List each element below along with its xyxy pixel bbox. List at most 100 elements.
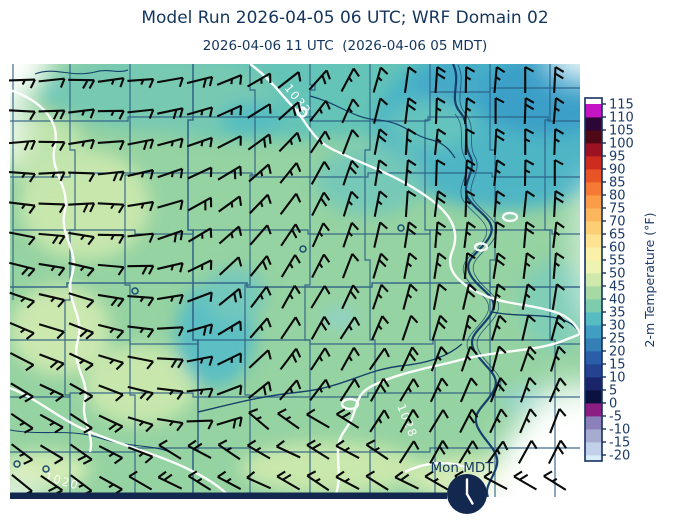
wind-barb: [38, 109, 66, 120]
wind-barb: [279, 162, 302, 184]
wind-barb: [306, 408, 330, 429]
day-timezone-label: Mon MDT: [430, 460, 494, 476]
wind-barb: [403, 66, 417, 94]
map-bottom-frame: [10, 492, 447, 499]
wind-barb: [187, 166, 213, 180]
wind-barb: [431, 314, 448, 341]
wind-barb: [400, 346, 419, 372]
wind-barb: [430, 346, 449, 372]
wind-barb: [462, 314, 477, 341]
clock-icon: [447, 474, 487, 514]
colorbar-tick-label: 100: [609, 137, 634, 152]
wind-barb: [369, 378, 390, 402]
wind-barb: [552, 97, 565, 125]
wind-barb: [218, 256, 243, 276]
wind-barb: [217, 439, 241, 461]
wind-barb: [522, 190, 536, 218]
pressure-contours: [10, 64, 580, 497]
wind-barb: [433, 252, 447, 280]
colorbar-band: [585, 286, 602, 300]
wind-barb: [97, 202, 125, 214]
wind-barb: [127, 169, 155, 180]
wind-barb: [365, 470, 389, 491]
wind-barb: [524, 128, 535, 155]
wind-barb: [553, 66, 565, 94]
wind-barb: [186, 323, 214, 336]
wind-barb: [98, 445, 123, 465]
wind-barb: [306, 439, 330, 460]
wind-barb: [403, 221, 418, 249]
wind-barb: [433, 190, 447, 218]
valid-time-subtitle: 2026-04-06 11 UTC (2026-04-06 05 MDT): [202, 38, 488, 54]
wind-barb: [38, 232, 66, 245]
colorbar-tick-label: 60: [609, 241, 626, 256]
colorbar-tick-label: -15: [609, 436, 630, 451]
station-circle-marker: [42, 465, 50, 473]
wind-barb: [341, 98, 360, 124]
wind-barb: [38, 140, 66, 152]
county-boundaries: [10, 64, 580, 497]
colorbar-tick-label: 50: [609, 267, 626, 282]
wind-barb: [309, 130, 331, 154]
wind-barb: [547, 439, 568, 465]
wind-barb: [341, 129, 360, 155]
wind-barb: [187, 291, 213, 303]
colorbar-tick-label: 10: [609, 371, 626, 386]
colorbar-band: [585, 117, 602, 131]
wind-barb: [339, 378, 361, 402]
wind-barb: [310, 161, 331, 185]
wind-barb: [403, 252, 418, 279]
wind-barb: [157, 262, 184, 273]
wind-barb: [127, 416, 154, 433]
colorbar-tick-label: 5: [609, 384, 617, 399]
colorbar-band: [585, 195, 602, 209]
wind-barb: [38, 293, 66, 308]
wind-barb: [549, 408, 567, 434]
wind-barb: [186, 355, 214, 366]
wind-barb: [127, 108, 155, 119]
station-markers: [13, 224, 405, 473]
wind-barb: [342, 159, 360, 186]
wind-barb: [402, 283, 418, 310]
wind-barb: [306, 470, 330, 492]
wind-barb: [248, 163, 272, 183]
wind-barb: [553, 128, 565, 156]
wind-barb: [9, 321, 35, 340]
wind-barb: [9, 231, 36, 246]
colorbar-tick-label: -10: [609, 423, 630, 438]
temp-patch: [322, 308, 358, 328]
wind-barb: [373, 190, 388, 217]
wind-barb: [156, 326, 184, 337]
wind-barb: [188, 470, 212, 491]
wind-barb: [543, 470, 567, 491]
wind-barb: [187, 227, 213, 243]
wind-barb: [216, 104, 243, 118]
colorbar-tick-label: 25: [609, 332, 626, 347]
wind-barb: [97, 170, 125, 182]
wind-barb: [69, 382, 94, 403]
wind-barb: [216, 384, 243, 396]
wind-barb: [127, 232, 155, 243]
colorbar-band: [585, 234, 602, 248]
wind-barb: [218, 225, 243, 245]
wind-barb-field: [8, 66, 568, 496]
colorbar-band: [585, 143, 602, 157]
colorbar-band: [585, 351, 602, 365]
wind-barb: [434, 66, 446, 94]
wind-barb: [429, 377, 449, 403]
wind-barb: [399, 378, 420, 402]
colorbar-band: [585, 169, 602, 183]
wind-barb: [280, 316, 302, 340]
colorbar-band: [585, 338, 602, 352]
wind-barb: [460, 345, 478, 372]
station-circle-marker: [299, 245, 307, 253]
colorbar-band: [585, 221, 602, 235]
wind-barb: [519, 376, 537, 403]
station-circle-marker: [131, 287, 139, 295]
colorbar-band: [585, 377, 602, 391]
wind-barb: [186, 75, 214, 88]
wind-barb: [156, 387, 184, 400]
wind-barb: [279, 379, 302, 401]
wind-barb: [336, 408, 360, 429]
wind-barb: [8, 201, 36, 214]
